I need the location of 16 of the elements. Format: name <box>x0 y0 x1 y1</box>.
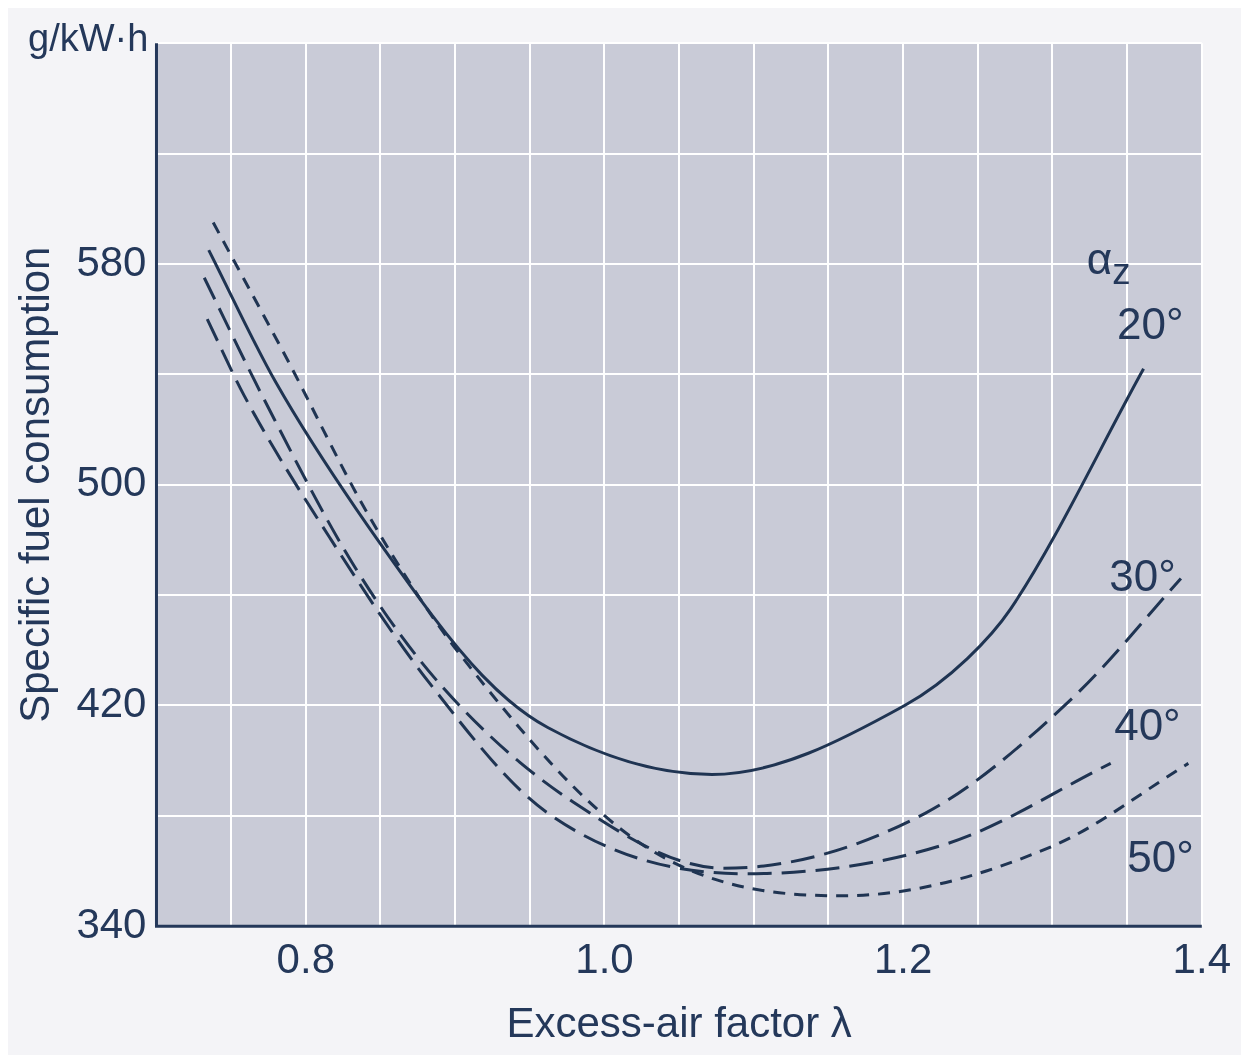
x-axis-title: Excess-air factor λ <box>506 999 852 1047</box>
x-tick-label: 1.4 <box>1172 934 1231 982</box>
x-tick-label: 1.2 <box>873 934 933 982</box>
x-tick-label: 1.0 <box>575 934 634 982</box>
y-tick-label: 340 <box>76 899 147 947</box>
y-tick-label: 580 <box>76 237 147 285</box>
y-tick-label: 500 <box>76 458 147 506</box>
text: g/kW·h <box>28 16 149 60</box>
series-label: 40° <box>1114 699 1181 749</box>
series-label: 30° <box>1109 550 1176 600</box>
series-label: 20° <box>1117 298 1184 348</box>
legend-title: α$_{z}$ <box>1086 233 1131 293</box>
x-tick-label: 0.8 <box>276 934 335 982</box>
series-label: 50° <box>1127 831 1194 881</box>
y-axis-title: Specific fuel consumption <box>10 246 58 723</box>
y-tick-label: 420 <box>76 679 147 727</box>
